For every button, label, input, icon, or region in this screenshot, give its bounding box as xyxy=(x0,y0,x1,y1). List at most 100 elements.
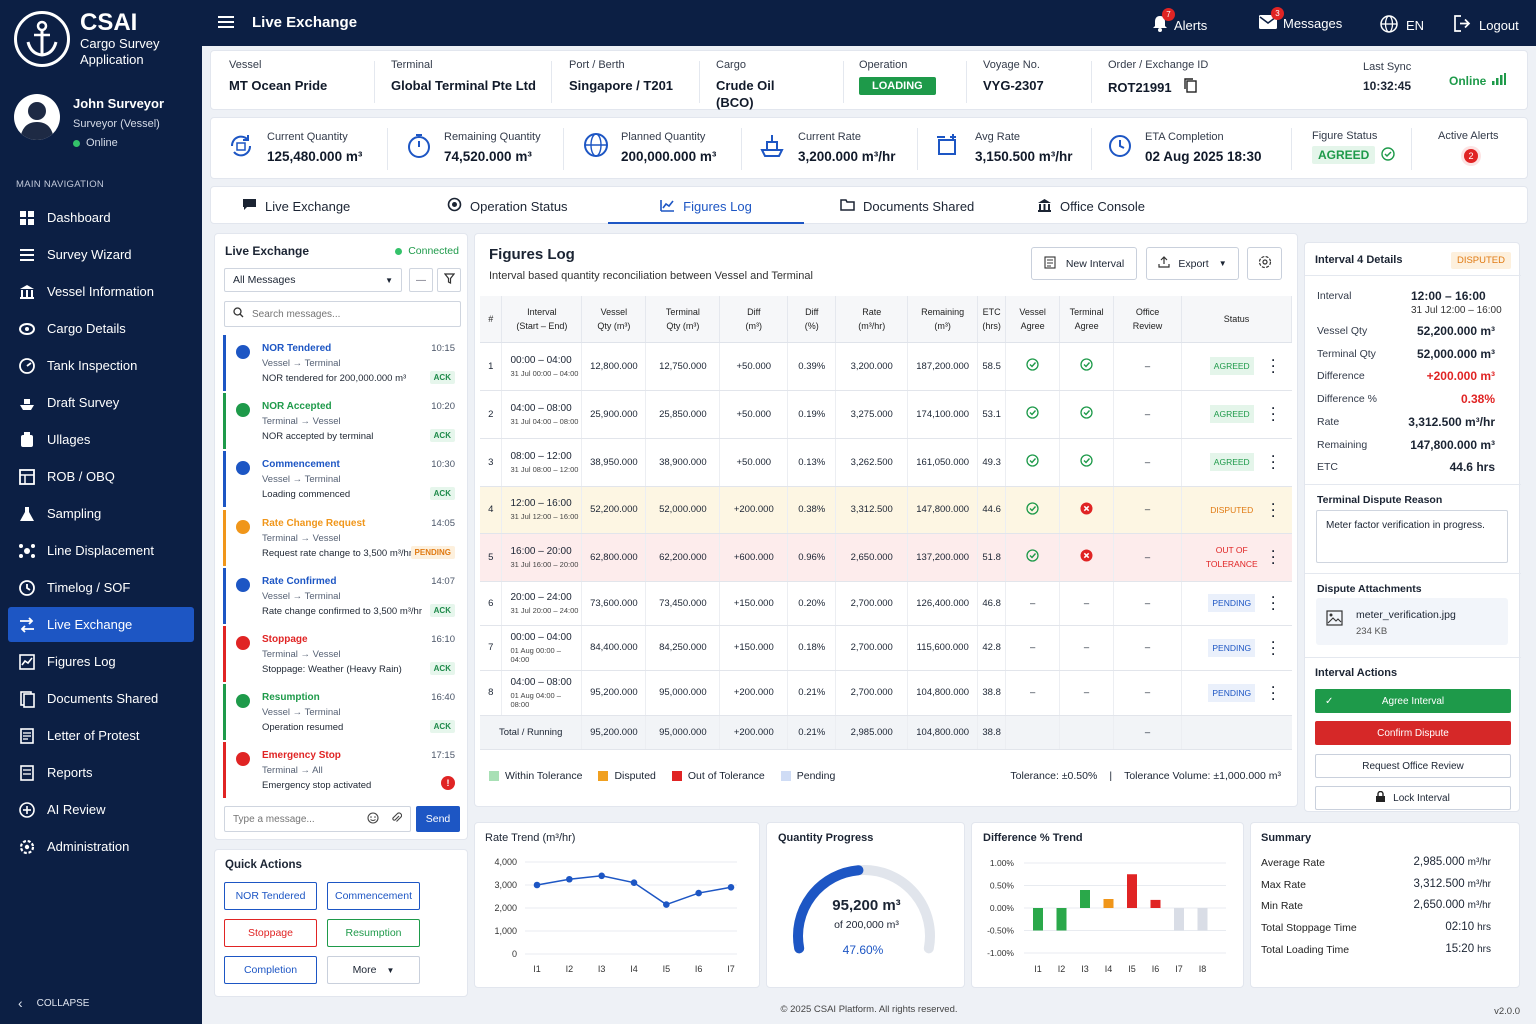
row-menu-kebab-icon[interactable]: · · · xyxy=(1271,496,1276,523)
status-badge: DISPUTED xyxy=(1206,501,1257,519)
table-row[interactable]: 5 16:00 – 20:00 31 Jul 16:00 – 20:00 62,800… xyxy=(480,533,1292,582)
sidebar-item-timelog-sof[interactable]: Timelog / SOF xyxy=(8,570,194,605)
total-label: Total / Running xyxy=(480,715,583,750)
sidebar-item-draft-survey[interactable]: Draft Survey xyxy=(8,385,194,420)
attachment-file[interactable]: meter_verification.jpg 234 KB xyxy=(1316,598,1508,645)
message-item[interactable]: Resumption Vessel → Terminal Operation res… xyxy=(223,684,459,741)
difference-bar xyxy=(1197,908,1208,931)
message-item[interactable]: Rate Change Request Terminal → Vessel Requ… xyxy=(223,509,459,566)
sidebar-item-line-displacement[interactable]: Line Displacement xyxy=(8,533,194,568)
status-cell: AGREED · · · xyxy=(1181,342,1292,391)
search-input[interactable] xyxy=(252,308,452,320)
cargo-value: Crude Oil xyxy=(716,78,775,93)
table-row[interactable]: 4 12:00 – 16:00 31 Jul 12:00 – 16:00 52,200… xyxy=(480,486,1292,534)
row-menu-kebab-icon[interactable]: · · · xyxy=(1271,634,1276,661)
collapse-filter-button[interactable]: — xyxy=(409,268,433,292)
message-item[interactable]: Stoppage Terminal → Vessel Stoppage: Weath… xyxy=(223,626,459,682)
sidebar-item-survey-wizard[interactable]: Survey Wizard xyxy=(8,237,194,272)
sidebar-item-documents-shared[interactable]: Documents Shared xyxy=(8,681,194,716)
quick-action-completion-button[interactable]: Completion xyxy=(224,956,317,984)
lock-interval-button[interactable]: Lock Interval xyxy=(1315,786,1511,810)
sidebar-item-cargo-details[interactable]: Cargo Details xyxy=(8,311,194,346)
message-title: NOR Accepted xyxy=(262,401,332,413)
attach-icon[interactable] xyxy=(391,811,403,827)
table-row[interactable]: 7 00:00 – 04:00 01 Aug 00:00 – 04:00 84,400… xyxy=(480,625,1292,671)
message-filter-select[interactable]: All Messages ▼ xyxy=(224,268,402,292)
status-text: DISPUTED xyxy=(1210,504,1254,515)
send-button[interactable]: Send xyxy=(416,806,460,832)
message-item[interactable]: NOR Accepted Terminal → Vessel NOR accepte… xyxy=(223,393,459,450)
logout-button[interactable]: Logout xyxy=(1454,15,1519,35)
exchange-icon xyxy=(18,616,36,634)
sidebar-item-tank-inspection[interactable]: Tank Inspection xyxy=(8,348,194,383)
request-office-review-button[interactable]: Request Office Review xyxy=(1315,754,1511,778)
x-tick-label: I3 xyxy=(598,964,606,974)
sidebar-item-label: Draft Survey xyxy=(47,395,120,410)
tab-office-console[interactable]: Office Console xyxy=(1037,190,1145,222)
quick-action-resumption-button[interactable]: Resumption xyxy=(327,919,420,947)
y-tick-label: 0.50% xyxy=(990,881,1015,891)
messages-button[interactable]: 3 Messages xyxy=(1259,7,1342,32)
table-row[interactable]: 6 20:00 – 24:00 31 Jul 20:00 – 24:00 73,600… xyxy=(480,581,1292,626)
tab-figures-log[interactable]: Figures Log xyxy=(608,191,804,224)
tab-live-exchange[interactable]: Live Exchange xyxy=(242,190,350,222)
difference-bar xyxy=(1033,908,1043,931)
message-item[interactable]: Rate Confirmed Vessel → Terminal Rate chan… xyxy=(223,567,459,624)
sidebar-item-dashboard[interactable]: Dashboard xyxy=(8,200,194,235)
sidebar-item-rob-obq[interactable]: ROB / OBQ xyxy=(8,459,194,494)
copy-icon[interactable] xyxy=(1183,78,1197,96)
gauge-icon xyxy=(18,357,36,375)
sidebar-item-live-exchange[interactable]: Live Exchange xyxy=(8,607,194,642)
column-header-text: (m³) xyxy=(745,320,763,331)
sidebar-item-letter-of-protest[interactable]: Letter of Protest xyxy=(8,718,194,753)
avg-rate-value: 3,150.500 m³/hr xyxy=(975,149,1073,164)
message-item[interactable]: Emergency Stop Terminal → All Emergency st… xyxy=(223,742,459,799)
quick-action-more-button[interactable]: More ▼ xyxy=(327,956,420,984)
message-item[interactable]: NOR Tendered Vessel → Terminal NOR tendere… xyxy=(223,335,459,391)
user-profile[interactable]: John Surveyor Surveyor (Vessel) Online xyxy=(14,94,164,149)
tab-documents-shared[interactable]: Documents Shared xyxy=(840,190,974,222)
column-header-text: Review xyxy=(1132,320,1163,331)
legend-label: Out of Tolerance xyxy=(687,770,765,782)
export-button[interactable]: Export ▼ xyxy=(1146,247,1239,280)
sidebar-item-ullages[interactable]: Ullages xyxy=(8,422,194,457)
language-selector[interactable]: EN xyxy=(1380,15,1424,36)
table-row[interactable]: 1 00:00 – 04:00 31 Jul 00:00 – 04:00 12,800… xyxy=(480,342,1292,391)
hamburger-menu-icon[interactable] xyxy=(218,15,234,32)
dispute-reason-textarea[interactable]: Meter factor verification in progress. xyxy=(1316,510,1508,563)
table-row[interactable]: 3 08:00 – 12:00 31 Jul 08:00 – 12:00 38,950… xyxy=(480,438,1292,487)
message-input[interactable] xyxy=(233,813,363,825)
row-menu-kebab-icon[interactable]: · · · xyxy=(1271,353,1276,379)
row-menu-kebab-icon[interactable]: · · · xyxy=(1271,449,1276,475)
tab-operation-status[interactable]: Operation Status xyxy=(447,190,568,222)
sidebar-item-administration[interactable]: Administration xyxy=(8,829,194,864)
filter-button[interactable] xyxy=(437,268,461,292)
flask-icon xyxy=(18,505,36,523)
row-menu-kebab-icon[interactable]: · · · xyxy=(1271,401,1276,427)
sidebar-item-ai-review[interactable]: AI Review xyxy=(8,792,194,827)
table-settings-button[interactable] xyxy=(1247,247,1282,280)
alerts-button[interactable]: 7 Alerts xyxy=(1152,8,1207,35)
active-alerts-badge[interactable]: 2 xyxy=(1464,149,1478,163)
sidebar-item-vessel-information[interactable]: Vessel Information xyxy=(8,274,194,309)
sidebar-item-sampling[interactable]: Sampling xyxy=(8,496,194,531)
row-menu-kebab-icon[interactable]: · · · xyxy=(1271,590,1276,616)
quick-action-commencement-button[interactable]: Commencement xyxy=(327,882,420,910)
collapse-button[interactable]: ‹ COLLAPSE xyxy=(18,995,89,1011)
emoji-icon[interactable] xyxy=(367,811,379,827)
quick-action-nor-tendered-button[interactable]: NOR Tendered xyxy=(224,882,317,910)
quick-action-stoppage-button[interactable]: Stoppage xyxy=(224,919,317,947)
table-row[interactable]: 2 04:00 – 08:00 31 Jul 04:00 – 08:00 25,900… xyxy=(480,390,1292,439)
new-interval-button[interactable]: New Interval xyxy=(1031,247,1137,280)
agree-interval-button[interactable]: ✓ Agree Interval xyxy=(1315,689,1511,713)
sidebar-item-reports[interactable]: Reports xyxy=(8,755,194,790)
sidebar-item-figures-log[interactable]: Figures Log xyxy=(8,644,194,679)
operation-label: Operation xyxy=(859,59,908,71)
row-menu-kebab-icon[interactable]: · · · xyxy=(1271,679,1276,706)
message-item[interactable]: Commencement Vessel → Terminal Loading com… xyxy=(223,451,459,508)
column-header: Terminal Agree xyxy=(1059,296,1115,343)
table-row[interactable]: 8 04:00 – 08:00 01 Aug 04:00 – 08:00 95,200… xyxy=(480,670,1292,716)
row-menu-kebab-icon[interactable]: · · · xyxy=(1271,544,1276,570)
interval-time: 20:00 – 24:00 xyxy=(510,591,572,603)
confirm-dispute-button[interactable]: Confirm Dispute xyxy=(1315,721,1511,745)
